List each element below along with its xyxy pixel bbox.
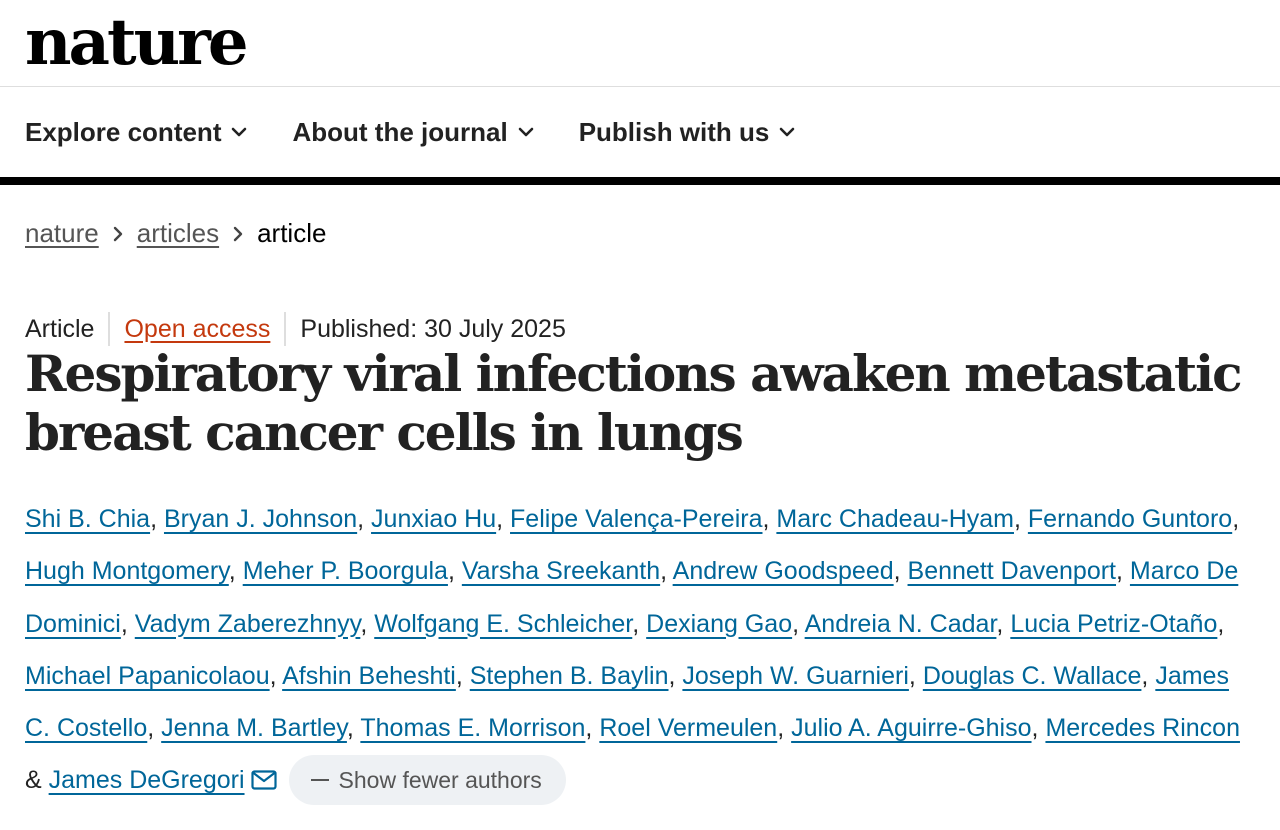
author-link[interactable]: Andreia N. Cadar <box>804 609 997 638</box>
author-link[interactable]: Thomas E. Morrison <box>360 714 586 743</box>
author-link[interactable]: Bryan J. Johnson <box>163 505 358 533</box>
site-logo[interactable]: nature <box>25 5 249 80</box>
author-separator: , <box>1232 505 1240 533</box>
author-separator: , <box>147 714 162 743</box>
nav-publish-with-us[interactable]: Publish with us <box>579 117 796 148</box>
breadcrumb-link-articles[interactable]: articles <box>136 218 220 248</box>
author-link[interactable]: James C. Costello <box>25 661 1229 743</box>
author-separator: , <box>632 609 647 638</box>
author-link[interactable]: James DeGregori <box>48 766 245 795</box>
breadcrumb: nature articles article <box>25 218 326 249</box>
author-link[interactable]: Douglas C. Wallace <box>922 661 1142 690</box>
author-link[interactable]: Julio A. Aguirre-Ghiso <box>791 714 1032 743</box>
logo-text[interactable]: nature <box>25 5 249 80</box>
author-link[interactable]: Mercedes Rincon <box>1045 714 1240 743</box>
author-separator: , <box>360 609 375 638</box>
chevron-down-icon <box>518 127 534 137</box>
author-separator: , <box>893 557 908 586</box>
author-link[interactable]: Afshin Beheshti <box>282 661 456 690</box>
nav-explore-content[interactable]: Explore content <box>25 117 247 148</box>
show-fewer-authors-button[interactable]: Show fewer authors <box>288 754 566 805</box>
author-separator: , <box>1031 714 1046 743</box>
author-separator: , <box>762 505 777 533</box>
author-link[interactable]: Michael Papanicolaou <box>25 661 270 690</box>
nav-label: Explore content <box>25 116 222 147</box>
header-divider <box>0 86 1280 87</box>
author-link[interactable]: Vadym Zaberezhnyy <box>134 609 361 638</box>
chevron-right-icon <box>233 226 243 242</box>
author-separator: , <box>455 661 470 690</box>
author-link[interactable]: Varsha Sreekanth <box>461 557 661 586</box>
minus-icon <box>310 778 329 781</box>
author-link[interactable]: Bennett Davenport <box>907 557 1117 586</box>
breadcrumb-link-nature[interactable]: nature <box>25 218 99 248</box>
chevron-down-icon <box>779 127 795 137</box>
author-separator: , <box>346 714 361 743</box>
nav-divider <box>0 177 1280 185</box>
meta-divider <box>108 312 111 346</box>
author-separator: , <box>668 661 683 690</box>
author-separator: , <box>150 505 164 533</box>
author-link[interactable]: Marco De Dominici <box>25 557 1239 638</box>
author-separator: , <box>1013 505 1028 533</box>
author-link[interactable]: Junxiao Hu <box>371 505 497 533</box>
author-separator: , <box>1141 661 1156 690</box>
article-type: Article <box>25 314 95 343</box>
author-link[interactable]: Hugh Montgomery <box>25 557 229 586</box>
author-link[interactable]: Marc Chadeau-Hyam <box>776 505 1014 533</box>
show-fewer-label: Show fewer authors <box>338 766 542 793</box>
author-link[interactable]: Andrew Goodspeed <box>672 557 894 586</box>
nav-label: Publish with us <box>578 116 770 147</box>
author-link[interactable]: Meher P. Boorgula <box>242 557 448 586</box>
author-separator: , <box>1116 557 1130 586</box>
nav-about-journal[interactable]: About the journal <box>292 117 533 148</box>
author-separator: , <box>447 557 462 586</box>
author-list: Shi B. Chia, Bryan J. Johnson, Junxiao H… <box>25 493 1255 809</box>
author-separator: , <box>996 609 1011 638</box>
author-link[interactable]: Felipe Valença-Pereira <box>510 505 763 533</box>
author-link[interactable]: Shi B. Chia <box>25 505 151 533</box>
author-separator: , <box>269 661 283 690</box>
nav-label: About the journal <box>292 116 508 147</box>
author-separator: , <box>120 609 135 638</box>
author-link[interactable]: Fernando Guntoro <box>1027 505 1233 533</box>
author-separator: , <box>357 505 372 533</box>
article-meta: Article Open access Published: 30 July 2… <box>25 312 566 346</box>
main-nav: Explore content About the journal Publis… <box>25 112 840 152</box>
author-link[interactable]: Jenna M. Bartley <box>161 714 347 743</box>
author-separator: , <box>792 609 805 638</box>
author-link[interactable]: Joseph W. Guarnieri <box>682 661 909 690</box>
author-separator: , <box>228 557 243 586</box>
author-link[interactable]: Stephen B. Baylin <box>469 661 669 690</box>
open-access-link[interactable]: Open access <box>124 314 271 343</box>
chevron-down-icon <box>231 127 247 137</box>
author-separator: , <box>496 505 511 533</box>
author-link[interactable]: Dexiang Gao <box>646 609 793 638</box>
article-title: Respiratory viral infections awaken meta… <box>25 344 1243 462</box>
author-separator: , <box>1217 609 1225 638</box>
author-separator: , <box>777 714 792 743</box>
author-link[interactable]: Wolfgang E. Schleicher <box>374 609 633 638</box>
author-link[interactable]: Roel Vermeulen <box>599 714 778 743</box>
meta-divider <box>284 312 287 346</box>
author-separator: , <box>660 557 673 586</box>
mail-icon[interactable] <box>250 756 277 808</box>
author-separator: & <box>25 766 49 795</box>
author-separator: , <box>908 661 923 690</box>
chevron-right-icon <box>113 226 123 242</box>
breadcrumb-current: article <box>257 218 327 248</box>
published-date: Published: 30 July 2025 <box>300 314 566 343</box>
author-link[interactable]: Lucia Petriz-Otaño <box>1010 609 1218 638</box>
author-separator: , <box>585 714 600 743</box>
